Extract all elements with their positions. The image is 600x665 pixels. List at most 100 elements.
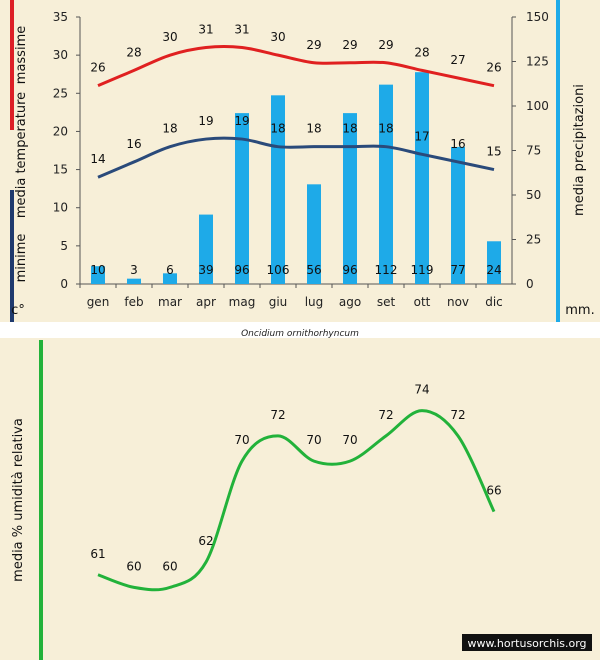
right-tick-label: 125 <box>526 55 549 69</box>
max-temperature-data-label: 26 <box>90 61 105 75</box>
x-tick-label: mag <box>229 295 256 309</box>
precipitation-bar <box>343 113 357 285</box>
humidity-data-label: 61 <box>90 547 105 561</box>
precipitation-data-label: 39 <box>198 263 213 277</box>
max-temperature-data-label: 30 <box>270 30 285 44</box>
left-axis-unit: c° <box>11 303 25 318</box>
x-tick-label: feb <box>124 295 143 309</box>
chart-caption: Oncidium ornithorhyncum <box>241 329 359 339</box>
precipitation-data-label: 6 <box>166 263 174 277</box>
min-temperature-data-label: 18 <box>378 122 393 136</box>
right-tick-label: 75 <box>526 144 541 158</box>
humidity-line <box>97 409 496 592</box>
left-axis-title-min: minime <box>14 234 29 283</box>
humidity-data-label: 74 <box>414 383 429 397</box>
left-tick-label: 15 <box>53 163 68 177</box>
humidity-data-label: 60 <box>162 559 177 573</box>
watermark-background <box>462 634 592 651</box>
humidity-data-label: 62 <box>198 534 213 548</box>
humidity-data-label: 72 <box>270 408 285 422</box>
humidity-data-label: 66 <box>486 484 501 498</box>
precipitation-data-label: 119 <box>411 263 434 277</box>
precipitation-bar <box>307 184 321 284</box>
right-tick-label: 150 <box>526 10 549 24</box>
max-temperature-data-label: 28 <box>126 45 141 59</box>
min-temperature-data-label: 18 <box>162 122 177 136</box>
max-temperature-data-label: 27 <box>450 53 465 67</box>
precipitation-data-label: 10 <box>90 263 105 277</box>
left-axis-title-mid: media temperature <box>14 92 29 218</box>
right-tick-label: 100 <box>526 99 549 113</box>
left-tick-label: 30 <box>53 48 68 62</box>
left-tick-label: 35 <box>53 10 68 24</box>
right-axis-title: media precipitazioni <box>572 84 587 216</box>
left-tick-label: 5 <box>60 239 68 253</box>
bottom-chart-marks: 61 60 60 62 70 72 70 70 72 74 72 66 <box>90 383 502 592</box>
humidity-data-label: 70 <box>306 433 321 447</box>
precipitation-bar <box>235 113 249 285</box>
right-tick-label: 50 <box>526 188 541 202</box>
humidity-data-label: 60 <box>126 559 141 573</box>
left-tick-label: 25 <box>53 86 68 100</box>
precipitation-data-label: 96 <box>234 263 249 277</box>
precipitation-bar <box>199 214 213 284</box>
max-temperature-data-label: 29 <box>378 38 393 52</box>
min-temperature-data-label: 16 <box>450 137 465 151</box>
max-temperature-data-label: 31 <box>198 23 213 37</box>
humidity-axis-title: media % umidità relativa <box>11 418 26 582</box>
x-tick-label: ago <box>339 295 361 309</box>
min-temperature-data-label: 18 <box>306 122 321 136</box>
precipitation-bar <box>415 72 429 285</box>
max-temperature-data-label: 29 <box>342 38 357 52</box>
x-tick-label: lug <box>305 295 324 309</box>
min-temperature-data-label: 19 <box>198 114 213 128</box>
min-temperature-data-label: 14 <box>90 152 105 166</box>
right-tick-label: 0 <box>526 277 534 291</box>
precipitation-bar <box>451 146 465 284</box>
precipitation-bar <box>379 84 393 284</box>
x-tick-label: set <box>377 295 396 309</box>
left-tick-label: 0 <box>60 277 68 291</box>
precipitation-bar <box>163 273 177 284</box>
x-tick-label: gen <box>87 295 110 309</box>
humidity-data-label: 72 <box>378 408 393 422</box>
left-tick-label: 20 <box>53 124 68 138</box>
min-temperature-data-label: 18 <box>270 122 285 136</box>
precipitation-bar <box>271 95 285 284</box>
precipitation-data-label: 24 <box>486 263 501 277</box>
x-tick-label: mar <box>158 295 182 309</box>
max-temperature-data-label: 26 <box>486 61 501 75</box>
precipitation-data-label: 106 <box>267 263 290 277</box>
precipitation-data-label: 56 <box>306 263 321 277</box>
min-temperature-line <box>97 136 495 179</box>
max-temperature-data-label: 31 <box>234 23 249 37</box>
min-temperature-data-label: 15 <box>486 145 501 159</box>
watermark: www.hortusorchis.org <box>467 637 586 650</box>
precipitation-data-label: 77 <box>450 263 465 277</box>
humidity-data-label: 70 <box>234 433 249 447</box>
precipitation-data-label: 112 <box>375 263 398 277</box>
x-tick-label: giu <box>269 295 288 309</box>
precipitation-data-label: 3 <box>130 263 138 277</box>
max-temperature-data-label: 29 <box>306 38 321 52</box>
precipitation-bar <box>487 241 501 284</box>
x-tick-label: ott <box>414 295 431 309</box>
x-tick-label: dic <box>485 295 503 309</box>
min-temperature-data-label: 16 <box>126 137 141 151</box>
humidity-data-label: 72 <box>450 408 465 422</box>
precipitation-data-label: 96 <box>342 263 357 277</box>
max-temperature-data-label: 30 <box>162 30 177 44</box>
humidity-data-label: 70 <box>342 433 357 447</box>
min-temperature-data-label: 17 <box>414 129 429 143</box>
precipitation-bar <box>127 278 141 284</box>
min-temperature-data-label: 18 <box>342 122 357 136</box>
min-temperature-data-label: 19 <box>234 114 249 128</box>
precipitation-bar <box>91 266 105 284</box>
right-tick-label: 25 <box>526 233 541 247</box>
right-axis-unit: mm. <box>565 303 594 318</box>
x-tick-label: apr <box>196 295 216 309</box>
left-axis-title-max: massime <box>14 26 29 84</box>
